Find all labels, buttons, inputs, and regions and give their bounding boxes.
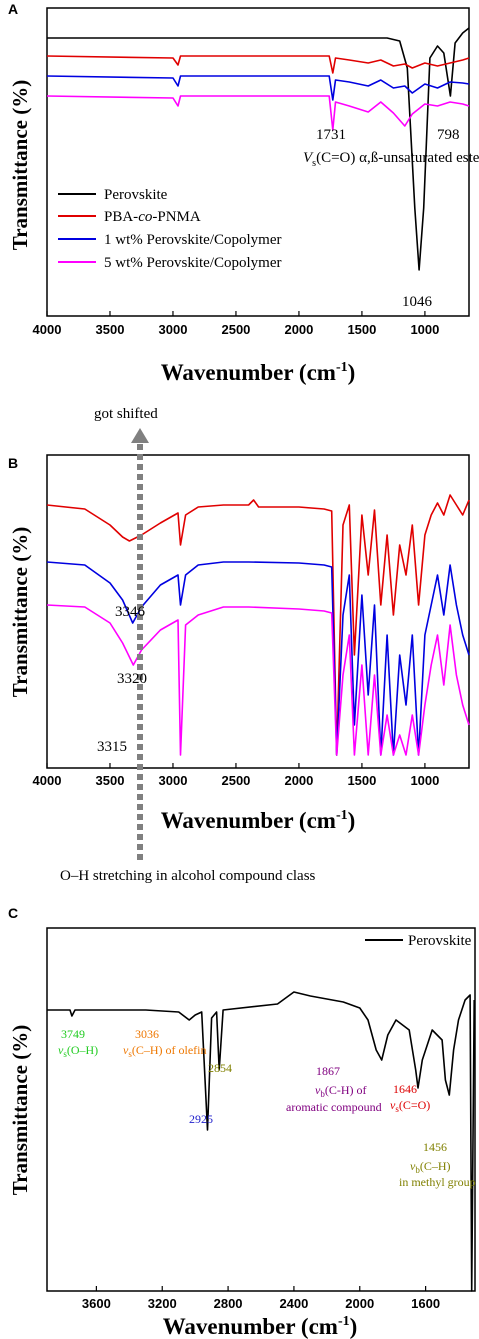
- panel-a-legend: Perovskite PBA-co-PNMA 1 wt% Perovskite/…: [58, 187, 281, 271]
- x-tick-label: 2000: [284, 773, 313, 788]
- panel-c-x-ticks: 3600 3200 2800 2400 2000 1600: [82, 1286, 440, 1311]
- panel-a-peak-1731: 1731: [316, 127, 346, 143]
- panel-c-xlabel: Wavenumber (cm-1): [163, 1314, 358, 1339]
- panel-a: A 4000 3500 3000 2500 2000 1500 1000 Transmitt…: [8, 1, 479, 385]
- x-tick-label: 3000: [159, 773, 188, 788]
- panel-b-peak-3320: 3320: [117, 671, 147, 687]
- x-tick-label: 2000: [284, 322, 313, 337]
- panel-c-label-ch-methyl-2: in methyl group: [399, 1175, 476, 1189]
- panel-a-series: [46, 27, 470, 271]
- x-tick-label: 2000: [345, 1296, 374, 1311]
- panel-b-series: [46, 494, 470, 756]
- x-tick-label: 2500: [221, 322, 250, 337]
- legend-label-1wt: 1 wt% Perovskite/Copolymer: [104, 232, 281, 248]
- legend-label-5wt: 5 wt% Perovskite/Copolymer: [104, 255, 281, 271]
- legend-label-copolymer: PBA-co-PNMA: [104, 209, 201, 225]
- panel-b-bottom-note: O–H stretching in alcohol compound class: [60, 868, 316, 884]
- panel-c-peak-1646: 1646: [393, 1082, 417, 1096]
- x-tick-label: 1500: [347, 322, 376, 337]
- panel-c-label-aromatic-1: vb(C-H) of: [315, 1083, 366, 1099]
- panel-c-letter: C: [8, 905, 18, 921]
- x-tick-label: 2500: [221, 773, 250, 788]
- legend-label-perovskite: Perovskite: [104, 187, 168, 203]
- x-tick-label: 1600: [411, 1296, 440, 1311]
- panel-a-letter: A: [8, 1, 18, 17]
- series-line-0: [46, 494, 470, 756]
- panel-a-x-ticks: 4000 3500 3000 2500 2000 1500 1000: [33, 311, 439, 337]
- x-tick-label: 4000: [33, 773, 62, 788]
- panel-a-peak-798: 798: [437, 127, 460, 143]
- x-tick-label: 1500: [347, 773, 376, 788]
- panel-b-peak-3346: 3346: [115, 604, 146, 620]
- x-tick-label: 3200: [148, 1296, 177, 1311]
- panel-a-ylabel: Transmittance (%): [8, 80, 32, 251]
- panel-c-ylabel: Transmittance (%): [8, 1025, 32, 1196]
- panel-b-x-ticks: 4000 3500 3000 2500 2000 1500 1000: [33, 763, 439, 788]
- series-line-0: [47, 27, 470, 271]
- panel-c-peak-2925: 2925: [189, 1112, 213, 1126]
- panel-c-legend-label: Perovskite: [408, 933, 472, 949]
- x-tick-label: 1000: [410, 322, 439, 337]
- panel-c-plot-frame: [46, 927, 476, 1292]
- panel-c-label-olefin: vs(C–H) of olefin: [123, 1043, 207, 1059]
- panel-c-peak-2854: 2854: [208, 1061, 232, 1075]
- panel-c-peak-1867: 1867: [316, 1064, 340, 1078]
- series-line-1: [46, 561, 470, 756]
- series-line-2: [46, 604, 470, 756]
- panel-a-plot-frame: [46, 7, 470, 317]
- panel-c-series: [47, 991, 475, 1292]
- x-tick-label: 3500: [96, 773, 125, 788]
- series-line-2: [46, 75, 470, 101]
- x-tick-label: 2400: [279, 1296, 308, 1311]
- panel-b-plot-frame: [46, 454, 470, 769]
- panel-c-label-aromatic-2: aromatic compound: [286, 1100, 382, 1114]
- panel-c-label-ch-methyl-1: vb(C–H): [410, 1159, 451, 1175]
- panel-b: B got shifted O–H stretching in alcohol …: [8, 406, 470, 884]
- panel-c-peak-3749: 3749: [61, 1027, 85, 1041]
- x-tick-label: 3600: [82, 1296, 111, 1311]
- panel-b-xlabel: Wavenumber (cm-1): [161, 808, 356, 833]
- panel-b-peak-3315: 3315: [97, 739, 127, 755]
- x-tick-label: 4000: [33, 322, 62, 337]
- panel-c-peak-1456: 1456: [423, 1140, 447, 1154]
- series-line-3: [46, 95, 470, 131]
- series-line-0: [47, 991, 475, 1292]
- x-tick-label: 2800: [214, 1296, 243, 1311]
- series-line-1: [46, 55, 470, 74]
- panel-a-xlabel: Wavenumber (cm-1): [161, 360, 356, 385]
- panel-b-arrow-head-icon: [131, 428, 149, 443]
- panel-c-label-oh: vs(O–H): [58, 1043, 98, 1059]
- x-tick-label: 3000: [159, 322, 188, 337]
- panel-b-top-note: got shifted: [94, 406, 158, 422]
- panel-c-label-co: vs(C=O): [390, 1098, 430, 1114]
- panel-b-ylabel: Transmittance (%): [8, 527, 32, 698]
- panel-c: C 3600 3200 2800 2400 2000 1600 Perovskite 37…: [8, 905, 476, 1339]
- panel-c-peak-3036: 3036: [135, 1027, 159, 1041]
- panel-b-letter: B: [8, 455, 18, 471]
- panel-a-ester-annotation: Vs(C=O) α,ß-unsaturated ester: [303, 150, 479, 169]
- x-tick-label: 3500: [96, 322, 125, 337]
- panel-a-peak-1046: 1046: [402, 294, 433, 310]
- x-tick-label: 1000: [410, 773, 439, 788]
